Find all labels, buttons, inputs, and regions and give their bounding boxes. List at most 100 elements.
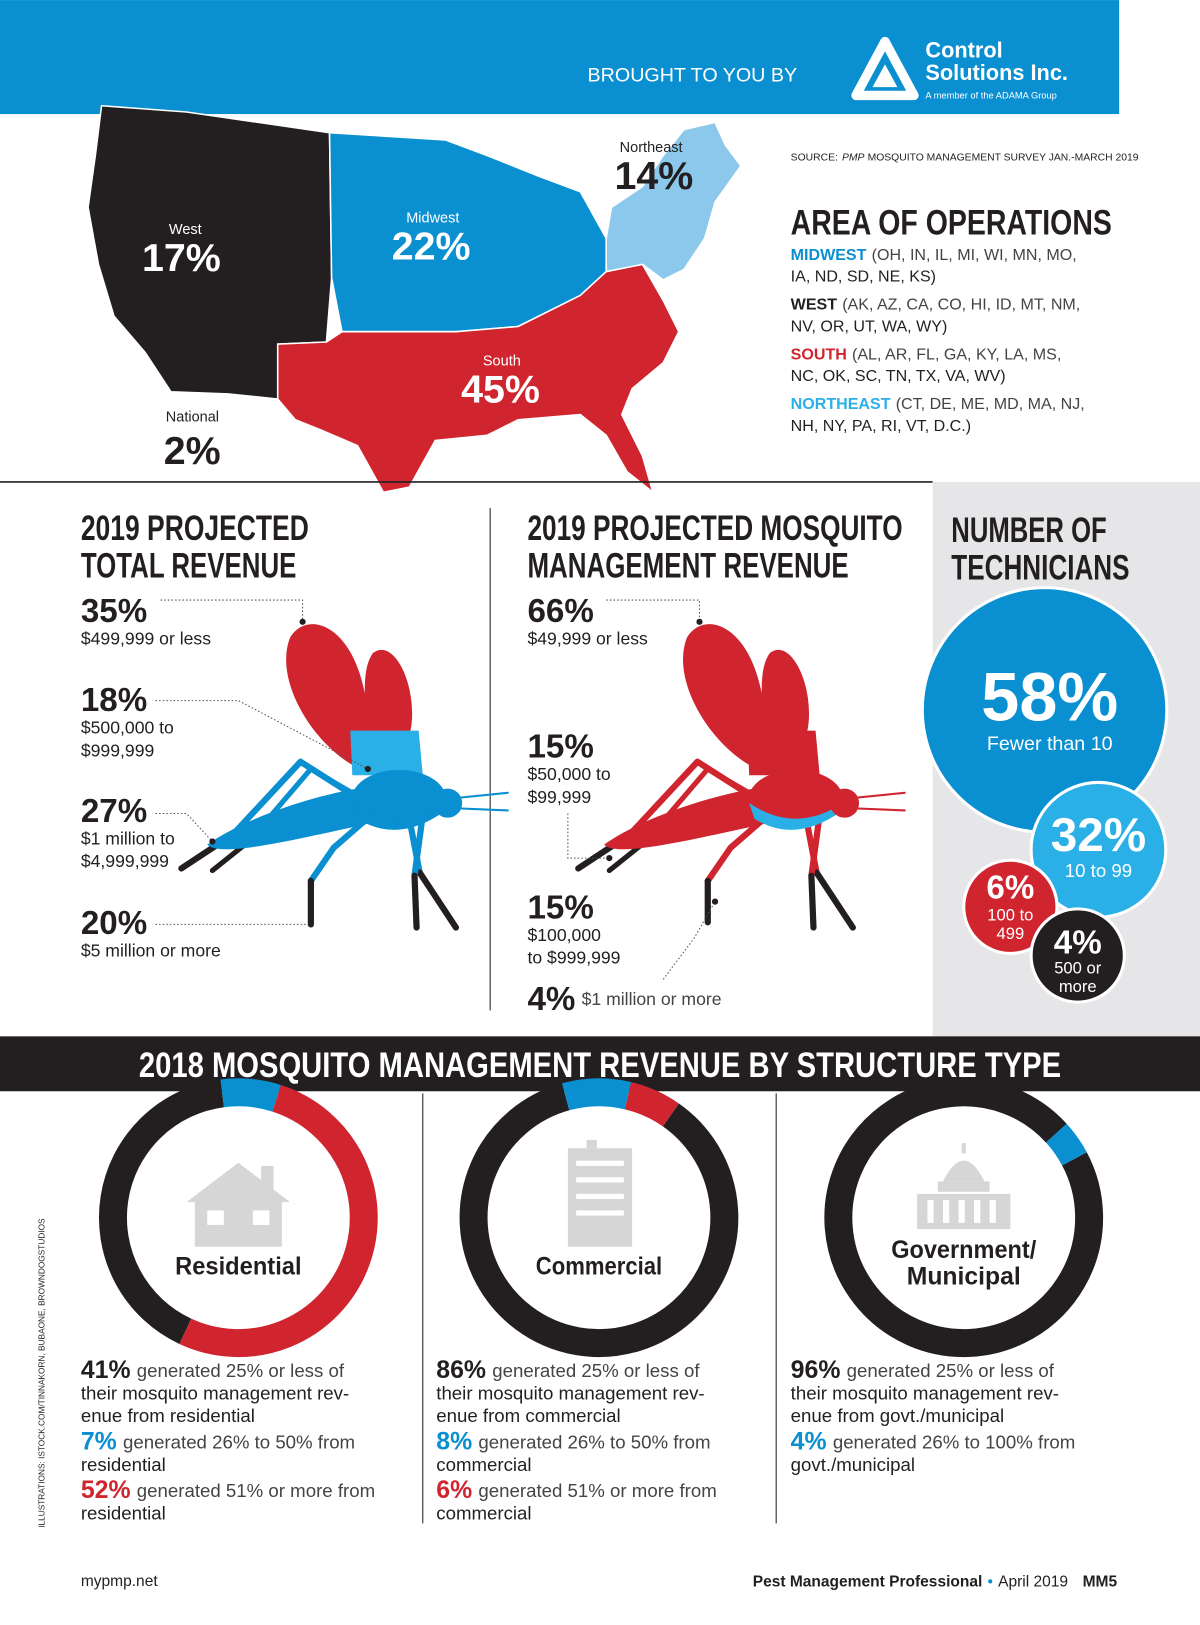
share: 66%	[527, 593, 593, 630]
donut-segment	[459, 1083, 739, 1358]
area-line: WEST (AK, AZ, CA, CO, HI, ID, MT, NM,	[791, 296, 1081, 314]
stat-line: enue from commercial	[436, 1405, 620, 1426]
stat-line: 96% generated 25% or less of	[791, 1356, 1055, 1384]
brought-by: BROUGHT TO YOU BY	[588, 65, 798, 87]
donut-segment	[1045, 1123, 1087, 1166]
stat-line: govt./municipal	[791, 1454, 915, 1475]
building-icon	[567, 1139, 633, 1247]
share: 18%	[81, 682, 147, 719]
share: 35%	[81, 593, 147, 630]
bubble-desc: 10 to 99	[1065, 860, 1132, 881]
source-part: SOURCE:	[791, 152, 838, 163]
share-desc: $49,999 or less	[527, 628, 648, 648]
stat-line-part: 4%	[791, 1428, 827, 1456]
donut-segment	[179, 1084, 378, 1358]
share-part: $1 million or more	[582, 989, 722, 1009]
house-icon	[186, 1162, 291, 1247]
region-name: South	[483, 354, 521, 370]
area-line: NORTHEAST (CT, DE, ME, MD, MA, NJ,	[791, 395, 1085, 413]
region-share: 17%	[142, 236, 221, 280]
stat-line-part: generated 25% or less of	[492, 1360, 700, 1381]
section-title: MANAGEMENT REVENUE	[527, 546, 848, 585]
region-share: 22%	[392, 225, 471, 269]
bubble-desc: 500 or	[1054, 958, 1101, 977]
stat-line: residential	[81, 1454, 166, 1475]
stat-line: enue from residential	[81, 1405, 255, 1426]
us-map	[87, 104, 742, 495]
stat-line: 41% generated 25% or less of	[81, 1356, 345, 1384]
region-share: 2%	[164, 429, 221, 473]
header-bar	[0, 0, 1120, 115]
footer-info: Pest Management Professional • April 2019 M…	[753, 1573, 1118, 1590]
stat-line-part: 6%	[436, 1476, 472, 1504]
area-line-part: (CT, DE, ME, MD, MA, NJ,	[896, 395, 1085, 413]
share-desc: $50,000 to	[527, 764, 610, 784]
region-name: West	[169, 222, 202, 238]
stat-line: 4% generated 26% to 100% from	[791, 1428, 1076, 1456]
footer-info-part: Pest Management Professional	[753, 1573, 983, 1590]
technician-bubbles	[920, 586, 1169, 1004]
region-name: Midwest	[406, 211, 459, 227]
stat-line-part: generated 25% or less of	[847, 1360, 1055, 1381]
leader-lines	[155, 599, 719, 980]
donut-segment	[624, 1082, 679, 1127]
source-part: MOSQUITO MANAGEMENT SURVEY JAN.-MARCH 20…	[868, 152, 1139, 163]
share: 27%	[81, 793, 147, 830]
stat-line-part: generated 26% to 50% from	[478, 1431, 710, 1452]
area-line-part: NORTHEAST	[791, 395, 891, 413]
footer-info-part: •	[988, 1573, 993, 1590]
donut-segment	[99, 1079, 225, 1344]
stat-line-part: 52%	[81, 1476, 131, 1504]
stat-line-part: generated 51% or more from	[137, 1480, 375, 1501]
stat-line: 86% generated 25% or less of	[436, 1356, 700, 1384]
brand-name: Control	[925, 37, 1002, 62]
brand-name: Solutions Inc.	[925, 60, 1068, 85]
section-title: 2019 PROJECTED MOSQUITO	[527, 509, 902, 548]
logo-mark	[851, 36, 919, 101]
bubble-share: 6%	[986, 870, 1034, 907]
stat-line-part: 8%	[436, 1428, 472, 1456]
area-line-part: MIDWEST	[791, 246, 867, 264]
share-desc: $5 million or more	[81, 940, 221, 960]
donut-label: Residential	[175, 1252, 301, 1280]
area-line: NH, NY, PA, RI, VT, D.C.)	[791, 417, 971, 435]
region-name: National	[166, 410, 219, 426]
mosquito-illustration	[181, 624, 508, 928]
bubble-desc: more	[1059, 977, 1097, 996]
share-desc: $100,000	[527, 925, 601, 945]
bubble-desc: Fewer than 10	[987, 733, 1113, 755]
stat-line: residential	[81, 1503, 166, 1524]
donut-segment	[824, 1078, 1104, 1358]
donut-label: Municipal	[907, 1263, 1021, 1291]
capitol-icon	[917, 1143, 1011, 1230]
stat-line: commercial	[436, 1503, 531, 1524]
area-line-part: (AL, AR, FL, GA, KY, LA, MS,	[852, 345, 1061, 363]
area-line-part: (AK, AZ, CA, CO, HI, ID, MT, NM,	[842, 296, 1080, 314]
stat-line: their mosquito management rev-	[436, 1382, 704, 1403]
bubble-share: 4%	[1054, 925, 1102, 962]
bubble-share: 58%	[981, 659, 1118, 735]
stat-line: 7% generated 26% to 50% from	[81, 1428, 355, 1456]
share: 20%	[81, 905, 147, 942]
source: SOURCE: PMP MOSQUITO MANAGEMENT SURVEY JAN…	[791, 152, 1139, 163]
footer-info-part: MM5	[1083, 1573, 1118, 1590]
stat-line: commercial	[436, 1454, 531, 1475]
section-title: TECHNICIANS	[951, 548, 1129, 587]
stat-line-part: generated 26% to 50% from	[123, 1431, 355, 1452]
stat-line-part: 7%	[81, 1428, 117, 1456]
stat-line-part: 41%	[81, 1356, 131, 1384]
share-desc: $1 million to	[81, 828, 175, 848]
region-share: 45%	[461, 368, 540, 412]
donut-segment	[220, 1078, 281, 1112]
stat-line: 8% generated 26% to 50% from	[436, 1428, 710, 1456]
area-line: NV, OR, UT, WA, WY)	[791, 317, 948, 335]
stat-line: enue from govt./municipal	[791, 1405, 1004, 1426]
share-desc: $4,999,999	[81, 851, 169, 871]
mosquito-illustration	[578, 624, 905, 928]
share-desc: $499,999 or less	[81, 628, 211, 648]
area-line: NC, OK, SC, TN, TX, VA, WV)	[791, 367, 1006, 385]
bubble-share: 32%	[1051, 809, 1146, 862]
credit: ILLUSTRATIONS: ISTOCK.COM/TINNAKORN, BUB…	[36, 1218, 46, 1528]
stat-line: 52% generated 51% or more from	[81, 1476, 375, 1504]
